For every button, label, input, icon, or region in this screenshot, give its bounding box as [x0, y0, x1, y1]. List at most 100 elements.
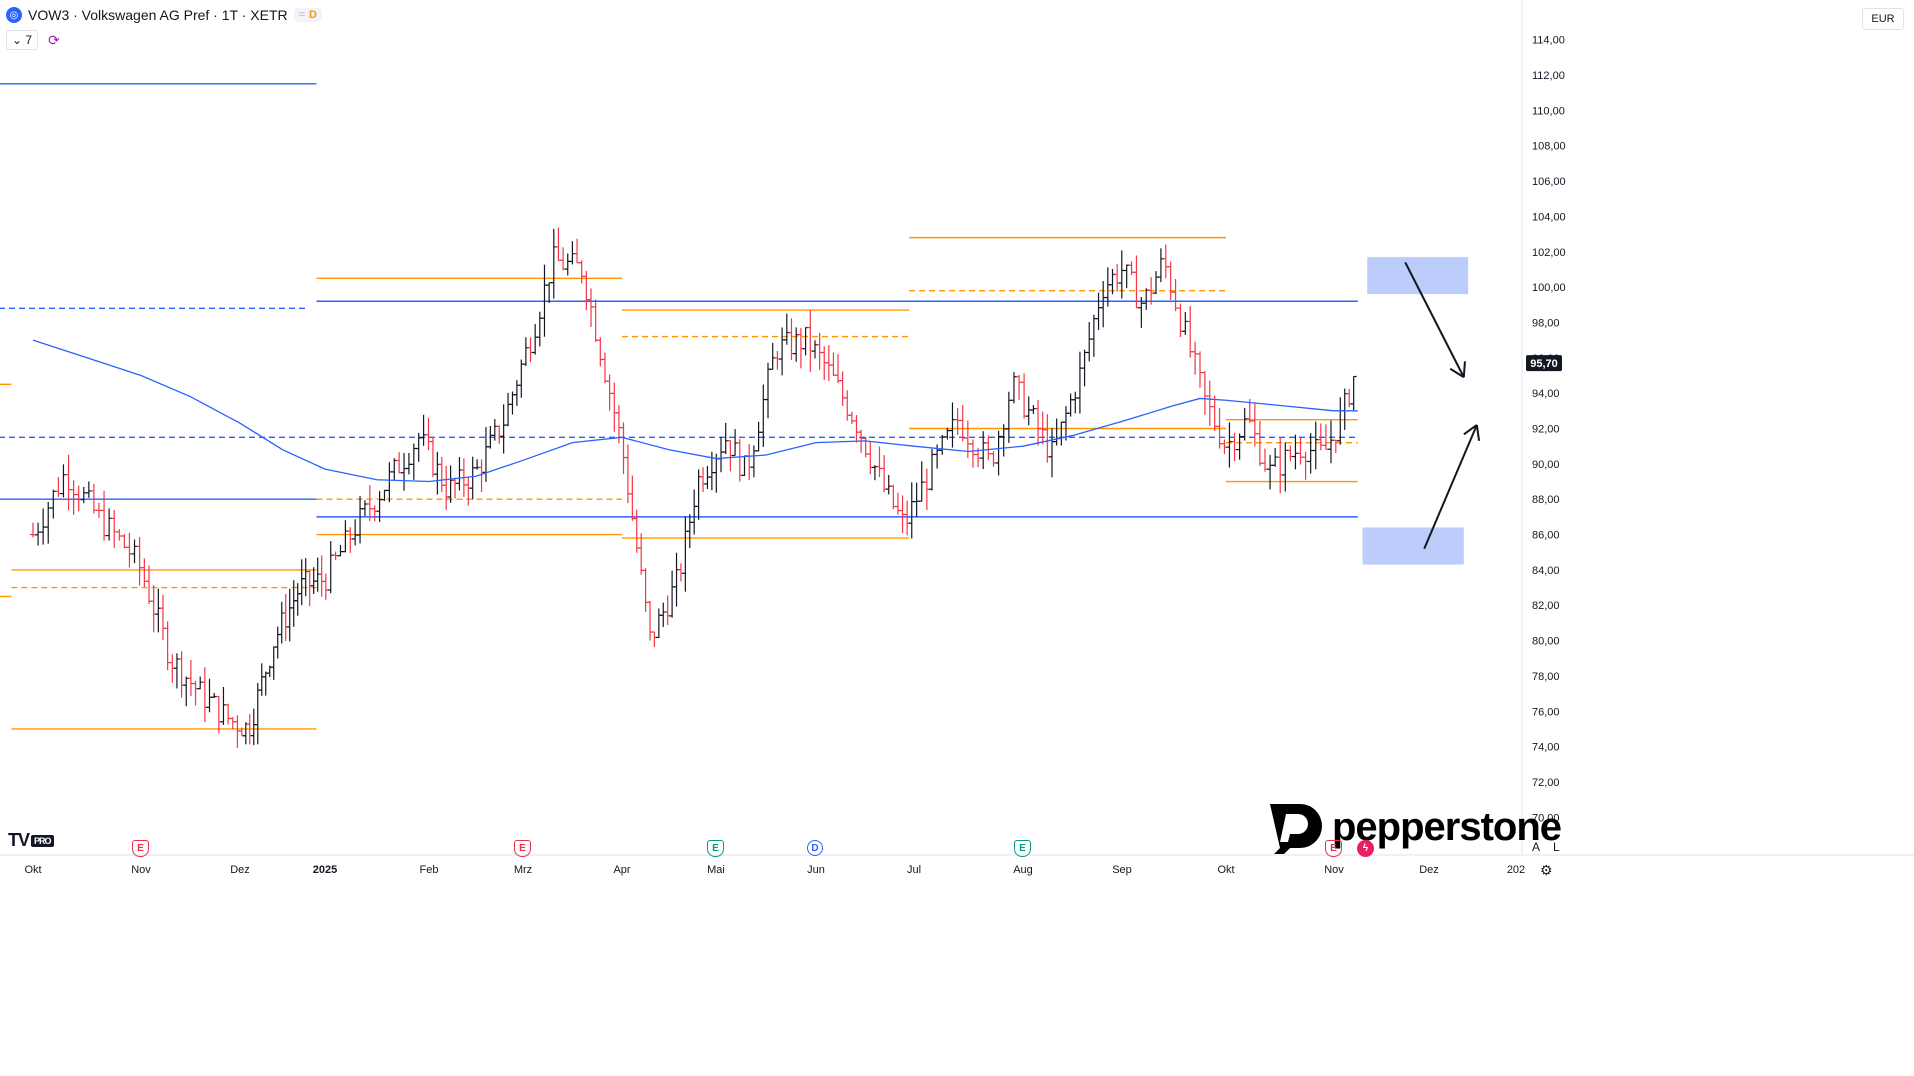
- ohlc-bar: [527, 337, 534, 363]
- y-tick-label: 76,00: [1532, 706, 1560, 718]
- y-tick-label: 84,00: [1532, 565, 1560, 577]
- ohlc-bar: [337, 544, 344, 557]
- ohlc-bar: [564, 253, 571, 276]
- earnings-event-icon[interactable]: E: [707, 840, 724, 857]
- ohlc-bar: [1162, 244, 1169, 279]
- ohlc-bar: [713, 453, 720, 493]
- ohlc-bar: [1086, 322, 1093, 362]
- ohlc-bar: [1256, 420, 1263, 467]
- ohlc-bar: [1049, 428, 1056, 478]
- price-axis: 70,00 72,00 74,00 76,00 78,00 80,00 82,00 84,00…: [1521, 0, 1566, 855]
- refresh-icon[interactable]: ⟳: [48, 31, 60, 48]
- ohlc-bar: [959, 404, 966, 442]
- ohlc-bar: [405, 452, 412, 475]
- ohlc-bar: [1025, 396, 1032, 426]
- x-tick-label: 202: [1507, 864, 1525, 876]
- ohlc-bar: [443, 465, 450, 511]
- ohlc-bar: [425, 417, 432, 451]
- currency-button[interactable]: EUR: [1862, 8, 1904, 30]
- chart-title[interactable]: VOW3 · Volkswagen AG Pref · 1T · XETR: [28, 7, 288, 23]
- ohlc-bar: [1261, 448, 1268, 472]
- split-event-icon[interactable]: ϟ: [1357, 840, 1374, 857]
- ohlc-bar: [881, 455, 888, 493]
- x-tick-label: Apr: [613, 864, 630, 876]
- ohlc-bar: [518, 359, 525, 398]
- ohlc-bar: [220, 686, 227, 725]
- ohlc-bar: [825, 345, 832, 381]
- tradingview-logo[interactable]: TV PRO: [8, 830, 54, 851]
- forecast-arrow[interactable]: [1404, 261, 1466, 379]
- ohlc-bar: [327, 541, 334, 594]
- ohlc-bar: [1133, 255, 1140, 309]
- y-tick-label: 112,00: [1532, 70, 1565, 82]
- ohlc-bar: [386, 462, 393, 503]
- ohlc-bar: [434, 451, 441, 495]
- globe-icon[interactable]: ◎: [6, 7, 22, 23]
- ohlc-bar: [229, 717, 236, 730]
- ohlc-bar: [536, 311, 543, 347]
- ohlc-bar: [206, 678, 213, 713]
- ohlc-bar: [1277, 437, 1284, 494]
- ohlc-bar: [500, 404, 507, 454]
- ohlc-bar: [876, 446, 883, 478]
- ohlc-bar: [835, 354, 842, 384]
- earnings-event-icon[interactable]: E: [514, 840, 531, 857]
- ohlc-bar: [848, 411, 855, 425]
- earnings-event-icon[interactable]: E: [132, 840, 149, 857]
- gear-icon[interactable]: ⚙: [1540, 862, 1553, 878]
- collapse-indicators-button[interactable]: ⌄ 7: [6, 30, 39, 50]
- ohlc-bar: [867, 441, 874, 475]
- status-badge[interactable]: = D: [293, 8, 322, 22]
- ohlc-bar: [1192, 341, 1199, 375]
- moving-average-line[interactable]: [32, 339, 1358, 483]
- ohlc-bar: [1312, 421, 1319, 470]
- ohlc-bar: [1044, 414, 1051, 463]
- ohlc-bar: [1076, 351, 1083, 414]
- x-tick-label: Jun: [807, 864, 825, 876]
- ohlc-bar: [1118, 250, 1125, 299]
- earnings-event-icon[interactable]: E: [1014, 840, 1031, 857]
- chevron-down-icon: ⌄: [12, 33, 23, 47]
- ohlc-bar: [954, 408, 961, 435]
- ohlc-bar: [669, 570, 676, 618]
- ohlc-bar: [1177, 303, 1184, 338]
- ohlc-bar: [691, 489, 698, 535]
- ohlc-bar: [583, 270, 590, 311]
- auto-scale-button[interactable]: A: [1532, 840, 1541, 854]
- ohlc-bar: [1226, 422, 1233, 468]
- tv-logo-text: TV: [8, 830, 30, 850]
- ohlc-bar: [391, 458, 398, 481]
- ohlc-bar: [741, 455, 748, 476]
- ohlc-bar: [357, 496, 364, 544]
- forecast-arrow[interactable]: [1423, 424, 1481, 550]
- ohlc-bar: [1100, 281, 1107, 328]
- ohlc-bar: [1201, 371, 1208, 415]
- ohlc-bar: [258, 663, 265, 696]
- ohlc-bar: [807, 309, 814, 372]
- ohlc-bar: [366, 485, 373, 521]
- target-zone[interactable]: [1362, 527, 1464, 565]
- ohlc-bar: [50, 489, 57, 519]
- ohlc-bar: [183, 676, 190, 707]
- dividend-event-icon[interactable]: D: [807, 840, 823, 856]
- ohlc-bar: [722, 422, 729, 455]
- ohlc-bar: [474, 459, 481, 470]
- ohlc-bar: [1030, 405, 1037, 414]
- log-scale-button[interactable]: L: [1553, 840, 1560, 854]
- y-tick-label: 70,00: [1532, 812, 1560, 824]
- ohlc-bar: [620, 422, 627, 475]
- indicator-count: 7: [25, 33, 33, 47]
- ohlc-bar: [606, 374, 613, 411]
- ohlc-bar: [769, 342, 776, 370]
- ohlc-bar: [560, 247, 567, 271]
- earnings-event-icon[interactable]: E: [1325, 840, 1342, 857]
- ohlc-bar: [1081, 349, 1088, 387]
- ohlc-bar: [638, 533, 645, 575]
- ohlc-bar: [601, 352, 608, 384]
- ohlc-bar: [802, 326, 809, 356]
- y-tick-label: 106,00: [1532, 176, 1566, 188]
- ohlc-bar: [1287, 445, 1294, 462]
- y-tick-label: 114,00: [1532, 35, 1565, 47]
- ohlc-bar: [918, 461, 925, 502]
